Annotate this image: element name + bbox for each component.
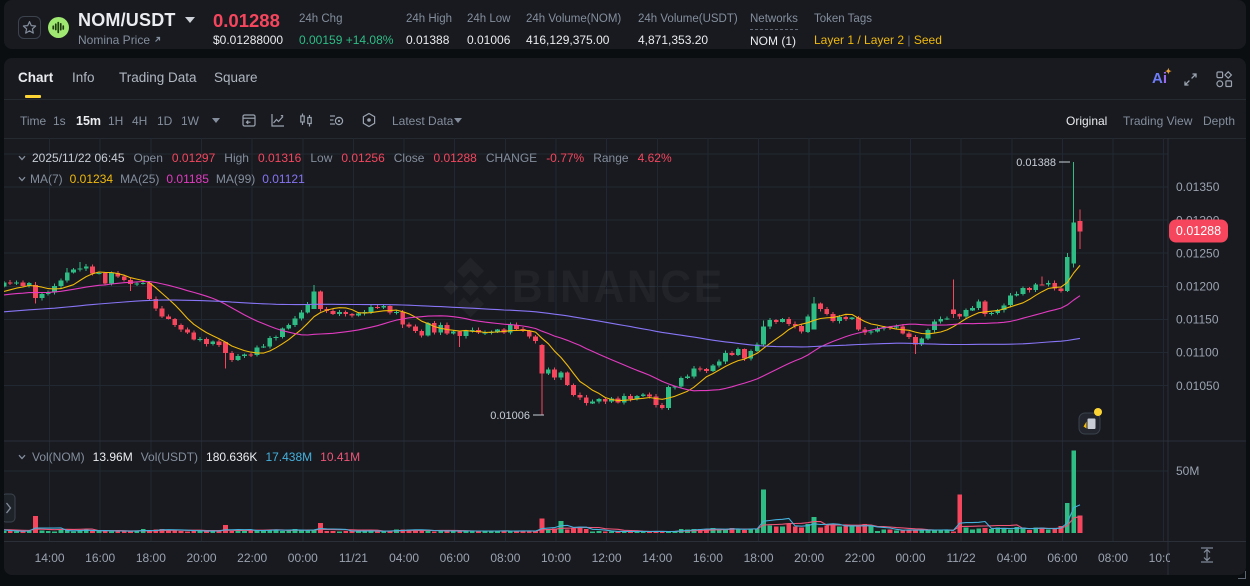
svg-text:22:00: 22:00 [845, 551, 875, 565]
svg-text:06:00: 06:00 [440, 551, 470, 565]
svg-text:14:00: 14:00 [35, 551, 65, 565]
svg-text:16:00: 16:00 [85, 551, 115, 565]
svg-text:10:00: 10:00 [1149, 551, 1179, 565]
svg-text:04:00: 04:00 [389, 551, 419, 565]
svg-text:0.01100: 0.01100 [1176, 346, 1219, 360]
svg-text:04:00: 04:00 [997, 551, 1027, 565]
svg-text:22:00: 22:00 [237, 551, 267, 565]
svg-text:11/21: 11/21 [339, 551, 368, 565]
svg-text:20:00: 20:00 [794, 551, 824, 565]
svg-text:00:00: 00:00 [288, 551, 318, 565]
svg-text:50M: 50M [1176, 464, 1199, 478]
svg-text:18:00: 18:00 [744, 551, 774, 565]
svg-text:0.01200: 0.01200 [1176, 280, 1220, 294]
svg-text:0.01288: 0.01288 [1176, 224, 1221, 238]
svg-text:18:00: 18:00 [136, 551, 166, 565]
svg-text:0.01388: 0.01388 [1016, 157, 1056, 169]
svg-text:08:00: 08:00 [1098, 551, 1128, 565]
svg-text:14:00: 14:00 [642, 551, 672, 565]
svg-text:16:00: 16:00 [693, 551, 723, 565]
svg-text:BINANCE: BINANCE [512, 261, 725, 312]
svg-text:06:00: 06:00 [1047, 551, 1077, 565]
svg-text:20:00: 20:00 [186, 551, 216, 565]
svg-text:0.01250: 0.01250 [1176, 246, 1220, 260]
svg-text:11/22: 11/22 [947, 551, 976, 565]
svg-text:0.01150: 0.01150 [1176, 313, 1219, 327]
svg-text:12:00: 12:00 [592, 551, 622, 565]
svg-text:00:00: 00:00 [895, 551, 925, 565]
svg-text:0.01006: 0.01006 [490, 410, 530, 422]
svg-text:10:00: 10:00 [541, 551, 571, 565]
svg-text:0.01050: 0.01050 [1176, 379, 1220, 393]
svg-text:08:00: 08:00 [490, 551, 520, 565]
svg-text:0.01350: 0.01350 [1176, 180, 1220, 194]
